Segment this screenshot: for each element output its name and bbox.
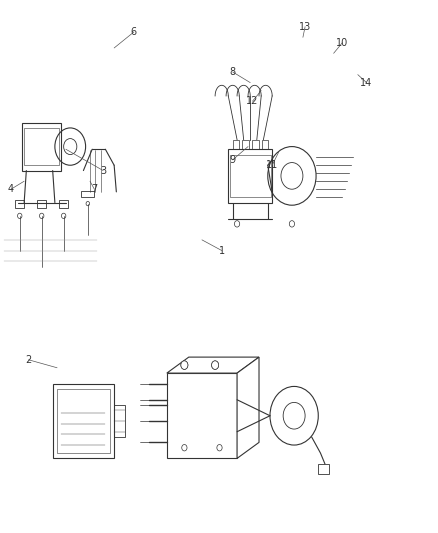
Bar [22, 123, 61, 171]
Text: 7: 7 [91, 184, 97, 194]
Circle shape [211, 361, 218, 369]
Bar [228, 149, 272, 203]
Text: 11: 11 [265, 160, 278, 170]
Circle shape [86, 201, 89, 206]
Circle shape [289, 221, 294, 227]
Text: 9: 9 [229, 155, 235, 165]
Circle shape [181, 445, 187, 451]
Text: 6: 6 [131, 27, 137, 37]
Bar [81, 191, 94, 197]
Circle shape [211, 361, 218, 369]
Bar [251, 140, 258, 149]
Text: 12: 12 [246, 96, 258, 106]
Bar [37, 200, 46, 208]
Bar [15, 200, 24, 208]
Text: 3: 3 [100, 166, 106, 175]
Bar [114, 405, 125, 437]
Text: 2: 2 [25, 355, 32, 365]
Text: 14: 14 [360, 78, 372, 87]
Bar [229, 155, 270, 197]
Bar [166, 373, 237, 458]
Text: 13: 13 [298, 22, 311, 31]
Text: 8: 8 [229, 67, 235, 77]
Circle shape [180, 361, 187, 369]
Circle shape [61, 213, 66, 219]
Bar [242, 140, 248, 149]
Bar [59, 200, 68, 208]
Circle shape [216, 445, 222, 451]
Circle shape [234, 221, 239, 227]
Bar [24, 128, 59, 165]
Polygon shape [237, 357, 258, 458]
Polygon shape [166, 357, 258, 373]
Text: 1: 1 [218, 246, 224, 255]
Bar [261, 140, 268, 149]
Bar [57, 389, 110, 453]
Text: 10: 10 [336, 38, 348, 47]
Bar [232, 140, 239, 149]
Circle shape [39, 213, 44, 219]
Bar [318, 464, 328, 474]
Text: 4: 4 [8, 184, 14, 194]
Circle shape [180, 361, 187, 369]
Circle shape [18, 213, 22, 219]
Bar [53, 384, 114, 458]
